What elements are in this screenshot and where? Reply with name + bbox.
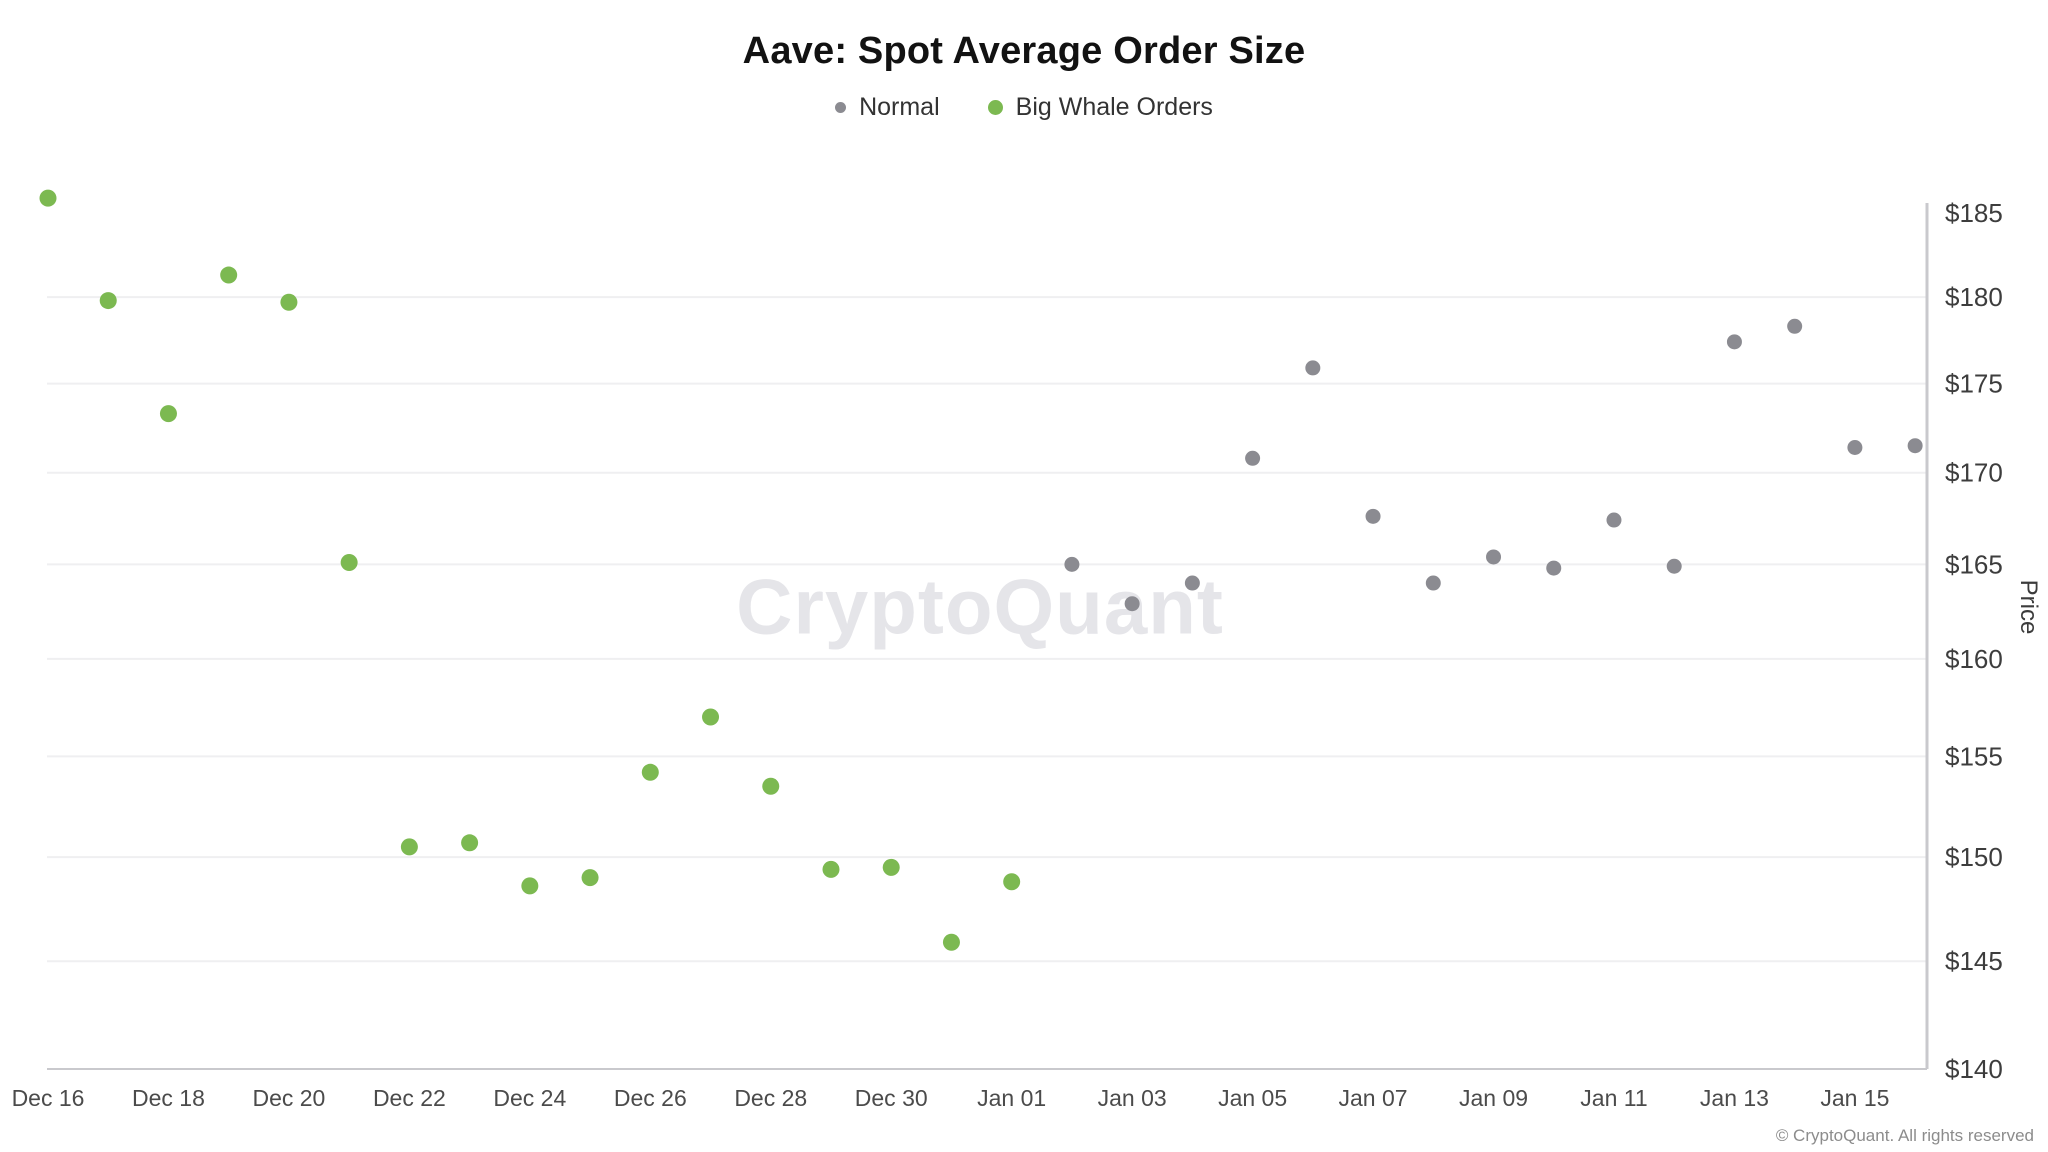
data-point-normal[interactable]: [1847, 440, 1863, 456]
data-point-big-whale-orders[interactable]: [461, 834, 479, 852]
y-tick-label: $165: [1945, 549, 2003, 579]
data-point-big-whale-orders[interactable]: [340, 554, 358, 572]
x-tick-label: Jan 07: [1339, 1085, 1408, 1111]
y-tick-label: $180: [1945, 282, 2003, 312]
data-point-normal[interactable]: [1425, 575, 1441, 591]
data-point-big-whale-orders[interactable]: [159, 405, 177, 423]
legend-item-big-whale-orders[interactable]: Big Whale Orders: [987, 93, 1213, 122]
y-tick-label: $150: [1945, 842, 2003, 872]
x-tick-label: Jan 15: [1820, 1085, 1889, 1111]
x-tick-label: Jan 13: [1700, 1085, 1769, 1111]
data-point-big-whale-orders[interactable]: [942, 933, 960, 951]
data-point-big-whale-orders[interactable]: [400, 838, 418, 856]
data-point-normal[interactable]: [1907, 438, 1923, 454]
data-point-normal[interactable]: [1546, 560, 1562, 576]
chart-title: Aave: Spot Average Order Size: [742, 30, 1306, 72]
data-point-big-whale-orders[interactable]: [641, 763, 659, 781]
data-point-normal[interactable]: [1184, 575, 1200, 591]
copyright-footer: © CryptoQuant. All rights reserved: [1775, 1126, 2034, 1145]
y-axis-title: Price: [2015, 579, 2042, 635]
data-point-big-whale-orders[interactable]: [822, 860, 840, 878]
legend-label-normal: Normal: [859, 93, 940, 121]
data-point-normal[interactable]: [1486, 549, 1502, 565]
data-point-big-whale-orders[interactable]: [1003, 873, 1021, 891]
legend-label-big-whale-orders: Big Whale Orders: [1015, 93, 1213, 121]
x-tick-label: Dec 26: [614, 1085, 687, 1111]
data-point-normal[interactable]: [1124, 596, 1140, 612]
data-point-big-whale-orders[interactable]: [39, 189, 57, 207]
x-tick-label: Jan 03: [1098, 1085, 1167, 1111]
data-point-normal[interactable]: [1666, 558, 1682, 574]
data-point-normal[interactable]: [1064, 556, 1080, 572]
x-tick-label: Jan 05: [1218, 1085, 1287, 1111]
data-point-normal[interactable]: [1787, 318, 1803, 334]
y-tick-label: $175: [1945, 369, 2003, 399]
data-point-big-whale-orders[interactable]: [702, 708, 720, 726]
data-point-big-whale-orders[interactable]: [99, 292, 117, 310]
x-tick-label: Jan 09: [1459, 1085, 1528, 1111]
whale-series-dot-icon: [987, 100, 1003, 115]
x-tick-label: Dec 30: [855, 1085, 928, 1111]
data-point-normal[interactable]: [1365, 508, 1381, 524]
x-tick-label: Dec 28: [734, 1085, 807, 1111]
x-tick-label: Dec 16: [12, 1085, 85, 1111]
data-point-big-whale-orders[interactable]: [882, 858, 900, 876]
y-tick-label: $170: [1945, 458, 2003, 488]
data-point-normal[interactable]: [1726, 334, 1742, 350]
x-tick-label: Dec 20: [252, 1085, 325, 1111]
x-tick-label: Dec 18: [132, 1085, 205, 1111]
data-point-big-whale-orders[interactable]: [581, 869, 599, 887]
y-tick-label: $145: [1945, 946, 2003, 976]
data-point-normal[interactable]: [1305, 360, 1321, 376]
x-tick-label: Dec 24: [493, 1085, 566, 1111]
legend: Normal Big Whale Orders: [0, 93, 2048, 122]
x-tick-label: Dec 22: [373, 1085, 446, 1111]
legend-item-normal[interactable]: Normal: [835, 93, 940, 122]
y-tick-label: $155: [1945, 741, 2003, 771]
x-tick-label: Jan 11: [1580, 1085, 1647, 1111]
y-tick-label: $160: [1945, 644, 2003, 674]
data-point-big-whale-orders[interactable]: [280, 293, 298, 311]
y-tick-label: $140: [1945, 1054, 2003, 1084]
normal-series-dot-icon: [835, 102, 847, 113]
data-point-normal[interactable]: [1606, 512, 1622, 528]
y-tick-label: $185: [1945, 198, 2003, 228]
cryptoquant-watermark: CryptoQuant: [736, 562, 1224, 651]
chart-header: Aave: Spot Average Order Size Normal Big…: [0, 0, 2048, 122]
x-tick-label: Jan 01: [977, 1085, 1046, 1111]
data-point-big-whale-orders[interactable]: [521, 877, 539, 895]
data-point-big-whale-orders[interactable]: [762, 777, 780, 795]
data-point-big-whale-orders[interactable]: [220, 266, 238, 284]
data-point-normal[interactable]: [1245, 450, 1261, 466]
